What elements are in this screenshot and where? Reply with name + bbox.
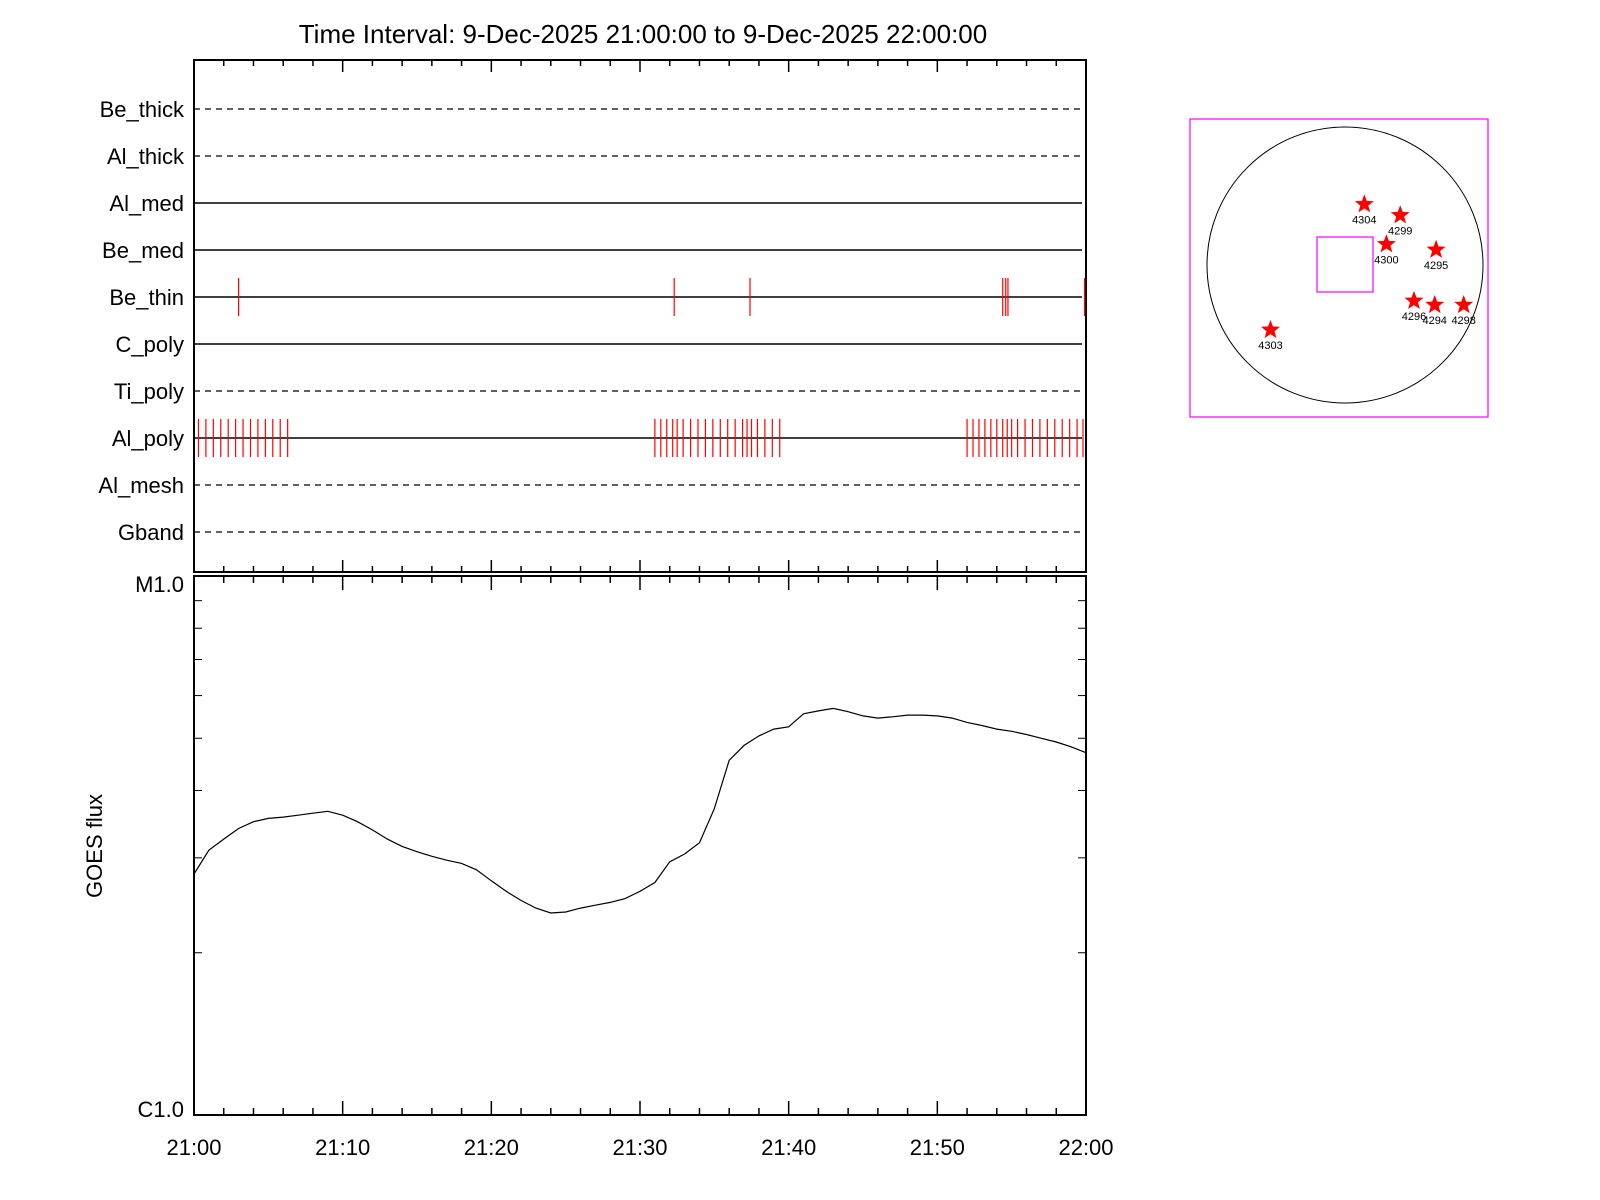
x-tick-label: 21:20 [464,1135,519,1160]
x-tick-label: 21:00 [166,1135,221,1160]
region-label: 4294 [1422,315,1446,327]
ytick-label-c1: C1.0 [138,1097,184,1122]
row-label: Al_poly [112,426,184,451]
x-tick-label: 21:50 [910,1135,965,1160]
row-label: Be_med [102,238,184,263]
row-label: Al_mesh [98,473,184,498]
region-label: 4298 [1451,315,1475,327]
x-tick-label: 21:10 [315,1135,370,1160]
x-tick-label: 21:40 [761,1135,816,1160]
row-label: Al_thick [107,144,185,169]
row-label: Al_med [109,191,184,216]
y-axis-label: GOES flux [82,794,107,898]
region-label: 4299 [1388,225,1412,237]
row-label: C_poly [116,332,184,357]
region-label: 4295 [1424,260,1448,272]
ytick-label-m1: M1.0 [135,572,184,597]
row-label: Be_thick [100,97,185,122]
chart-title: Time Interval: 9-Dec-2025 21:00:00 to 9-… [299,19,987,49]
region-label: 4303 [1258,340,1282,352]
row-label: Be_thin [109,285,184,310]
x-tick-label: 21:30 [612,1135,667,1160]
x-tick-label: 22:00 [1058,1135,1113,1160]
row-label: Ti_poly [114,379,184,404]
row-label: Gband [118,520,184,545]
region-label: 4304 [1352,214,1376,226]
region-label: 4300 [1374,254,1398,266]
